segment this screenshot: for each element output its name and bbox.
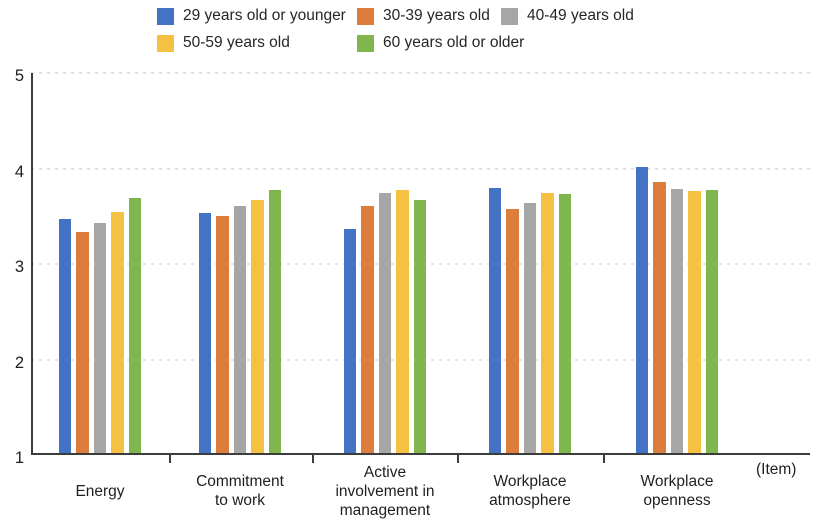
- bar: [558, 194, 572, 453]
- legend-label: 40-49 years old: [527, 7, 634, 24]
- category-label: Energy: [75, 482, 125, 500]
- bar: [93, 222, 107, 453]
- x-axis-tick: [456, 455, 459, 463]
- bar: [488, 187, 502, 453]
- legend-item: 60 years old or older: [357, 34, 524, 52]
- bar: [128, 198, 142, 453]
- legend-item: 30-39 years old: [357, 7, 490, 25]
- legend-swatch-icon: [157, 34, 174, 52]
- legend-item: 50-59 years old: [157, 34, 290, 52]
- bar: [653, 181, 666, 453]
- y-tick-label: 3: [14, 258, 24, 276]
- bar: [705, 189, 719, 453]
- legend-swatch-icon: [501, 7, 518, 25]
- legend-swatch-icon: [357, 7, 374, 25]
- legend-label: 29 years old or younger: [183, 7, 346, 24]
- bar: [361, 205, 374, 453]
- legend-label: 30-39 years old: [383, 7, 490, 24]
- legend-item: 29 years old or younger: [157, 7, 346, 25]
- gridline: [31, 167, 810, 170]
- bar: [413, 200, 427, 453]
- bar: [58, 219, 72, 453]
- y-tick-label: 5: [14, 67, 24, 85]
- y-axis-line: [31, 73, 33, 455]
- bar: [216, 216, 229, 453]
- legend-label: 60 years old or older: [383, 34, 525, 51]
- bar: [541, 193, 554, 453]
- bar: [670, 188, 684, 453]
- x-axis-tick: [311, 455, 314, 463]
- legend-item: 40-49 years old: [501, 7, 634, 25]
- bar: [378, 193, 392, 453]
- bar: [396, 190, 409, 453]
- bar: [343, 228, 357, 453]
- bar: [76, 231, 89, 453]
- bar: [506, 208, 519, 453]
- bar: [198, 213, 212, 453]
- gridline: [31, 72, 810, 74]
- bar: [251, 200, 264, 453]
- bar: [635, 166, 649, 453]
- x-axis-line: [31, 453, 810, 455]
- x-axis-tick: [602, 455, 605, 463]
- axis-unit-label: (Item): [756, 461, 797, 478]
- bar: [111, 212, 124, 453]
- category-label: Commitment to work: [196, 473, 284, 509]
- bar: [523, 202, 537, 453]
- y-tick-label: 4: [14, 162, 24, 181]
- category-label: Workplace openness: [640, 473, 714, 509]
- plot-area: [31, 72, 810, 463]
- legend-label: 50-59 years old: [183, 34, 290, 51]
- y-tick-label: 1: [14, 449, 24, 467]
- x-axis-tick: [169, 455, 171, 463]
- category-label: Workplace atmosphere: [489, 473, 571, 509]
- bar: [688, 191, 701, 453]
- y-tick-label: 2: [14, 353, 24, 372]
- bar: [268, 190, 282, 453]
- category-label: Active involvement in management: [335, 463, 435, 519]
- legend-swatch-icon: [157, 7, 174, 25]
- legend-swatch-icon: [357, 34, 374, 52]
- bar: [233, 205, 247, 453]
